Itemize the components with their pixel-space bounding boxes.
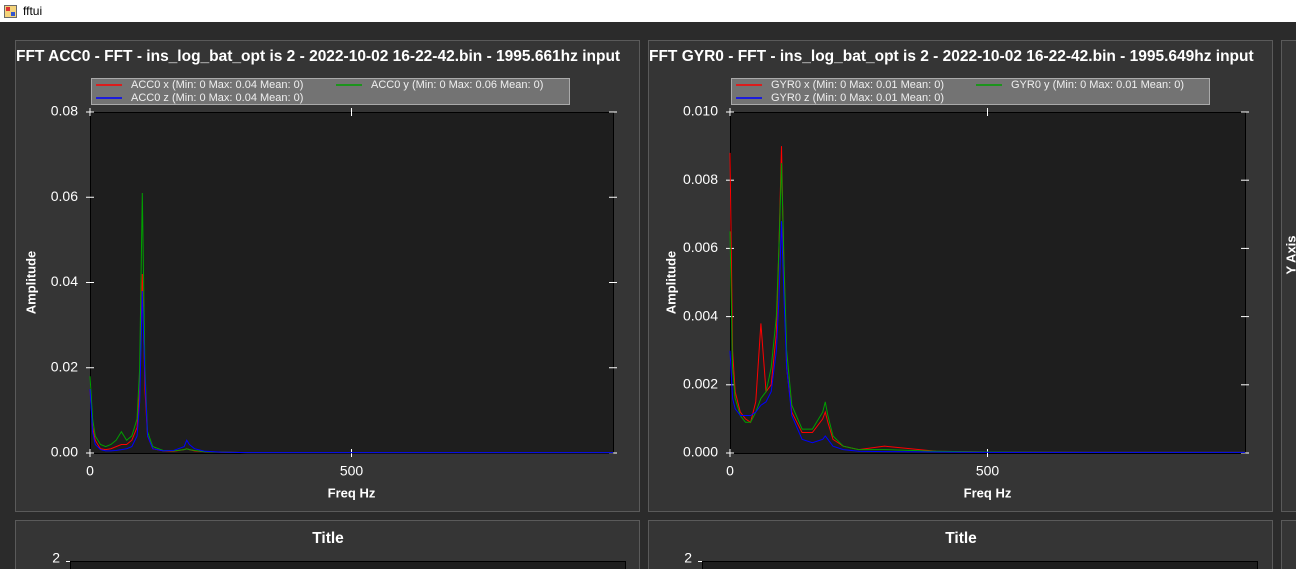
y-tick-label: 0.04 [51,273,78,289]
window-title: fftui [23,4,43,18]
plot-area [70,561,626,569]
legend-label: GYR0 x (Min: 0 Max: 0.01 Mean: 0) [771,79,944,91]
panel [1281,40,1296,512]
x-axis-label: Freq Hz [964,485,1012,500]
legend-label: ACC0 x (Min: 0 Max: 0.04 Mean: 0) [131,79,303,91]
title-bar: fftui [0,0,1296,22]
y-tick-label: 0.006 [683,239,718,255]
panel [648,520,1273,569]
chart-title: FFT ACC0 - FFT - ins_log_bat_opt is 2 - … [16,48,620,65]
chart-title: FFT GYR0 - FFT - ins_log_bat_opt is 2 - … [649,48,1254,65]
legend-box [91,78,570,105]
plot-area [702,561,1258,569]
chart-area: Title Title 2 2 Y Axis FFT ACC0 - FFT - … [0,22,1296,569]
x-tick-label: 500 [976,463,1000,479]
y-tick-label: 0.00 [51,444,78,460]
legend-box [731,78,1210,105]
y-axis-label: Amplitude [663,251,678,315]
x-tick-label: 0 [86,463,94,479]
y-tick-label: 0.004 [683,307,718,323]
plot-area [90,112,614,454]
x-tick-label: 500 [340,463,364,479]
series-line [89,291,613,454]
y-tick-label: 2 [52,550,60,566]
legend-label: GYR0 y (Min: 0 Max: 0.01 Mean: 0) [1011,79,1184,91]
panel-title: Title [945,530,977,547]
series-line [729,163,1245,453]
plot-area [730,112,1246,454]
y-tick-label: 0.002 [683,376,718,392]
axis-label: Y Axis [1283,235,1296,274]
app-icon [4,4,17,18]
y-tick-label: 0.008 [683,171,718,187]
legend-label: GYR0 z (Min: 0 Max: 0.01 Mean: 0) [771,92,944,104]
y-tick-label: 0.08 [51,103,78,119]
y-tick-label: 0.000 [683,444,718,460]
panel-title: Title [312,530,344,547]
x-axis-label: Freq Hz [328,485,376,500]
series-line [729,221,1245,453]
y-axis-label: Amplitude [23,251,38,315]
panel [15,520,640,569]
y-tick-label: 0.010 [683,103,718,119]
y-tick-label: 0.06 [51,188,78,204]
legend-label: ACC0 z (Min: 0 Max: 0.04 Mean: 0) [131,92,303,104]
y-tick-label: 0.02 [51,358,78,374]
legend-label: ACC0 y (Min: 0 Max: 0.06 Mean: 0) [371,79,543,91]
panel [1281,520,1296,569]
y-tick-label: 2 [684,550,692,566]
x-tick-label: 0 [726,463,734,479]
